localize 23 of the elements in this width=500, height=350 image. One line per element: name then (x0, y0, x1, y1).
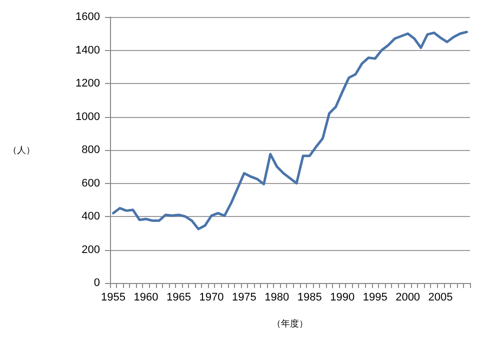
y-axis-title: （人） (8, 145, 35, 155)
x-tick-label: 1960 (134, 292, 158, 304)
y-tick-label: 0 (94, 277, 100, 289)
y-tick-label: 1000 (76, 110, 100, 123)
y-tick-label: 1400 (76, 44, 100, 56)
y-tick-label: 400 (82, 210, 100, 222)
y-tick-label: 600 (82, 177, 100, 190)
x-tick-label: 1975 (232, 292, 256, 304)
x-tick-label: 1985 (297, 292, 322, 304)
x-axis-title: （年度） (272, 318, 308, 328)
y-tick-label: 800 (82, 144, 100, 156)
y-tick-label: 1600 (76, 11, 100, 23)
x-tick-label: 1955 (101, 292, 126, 304)
line-series (112, 30, 468, 230)
x-tick-label: 2005 (428, 292, 453, 304)
x-tick-label: 1995 (362, 292, 388, 304)
x-tick-label: 1965 (166, 292, 191, 304)
x-tick-label: 1990 (330, 292, 355, 304)
x-tick-label: 1970 (199, 292, 224, 304)
y-tick-label: 1200 (76, 78, 100, 90)
y-tick-label: 200 (82, 244, 100, 256)
x-tick-label: 1980 (264, 292, 290, 304)
x-tick-label: 2000 (396, 292, 420, 304)
